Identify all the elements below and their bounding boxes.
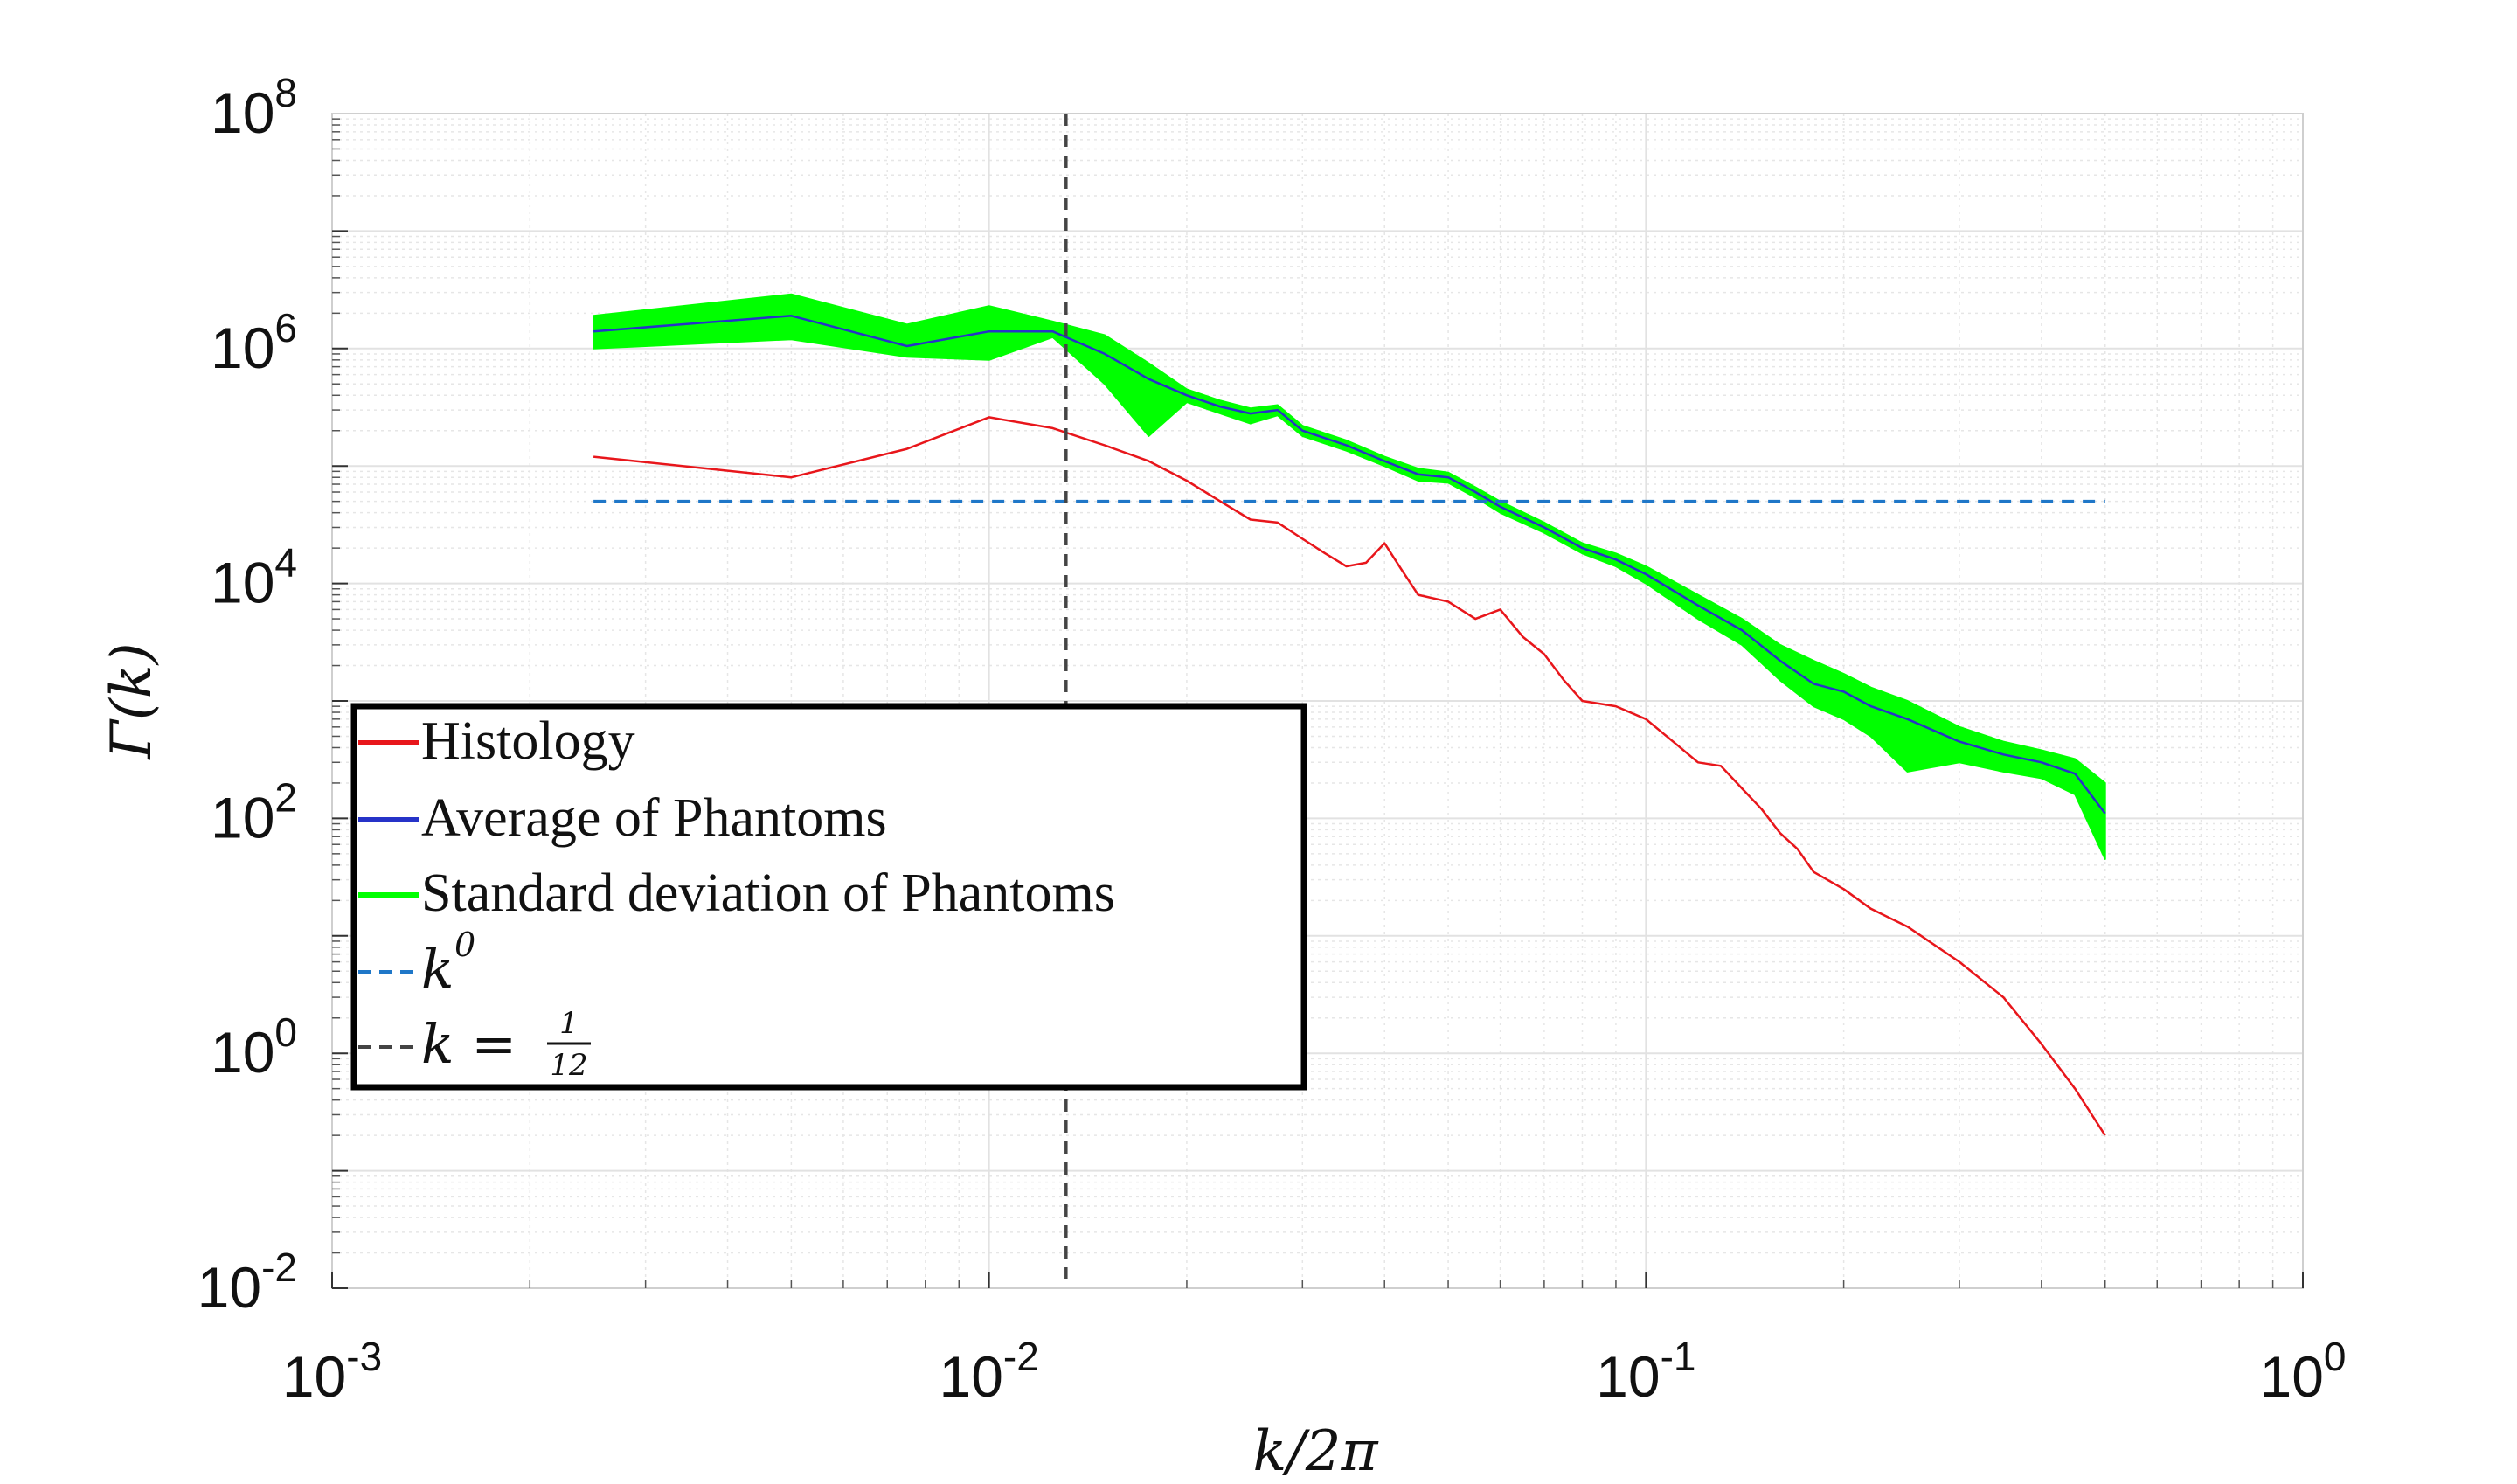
legend-label-histology: Histology	[421, 711, 635, 771]
legend-label-vertical: k =	[421, 1012, 517, 1076]
y-tick-label: 102	[211, 774, 297, 849]
legend: Histology Average of Phantoms Standard d…	[350, 703, 1307, 1091]
series-average-line	[593, 315, 2106, 815]
series-histology-line	[593, 416, 2106, 1136]
legend-frac-denominator: 12	[550, 1048, 587, 1083]
y-tick-label: 106	[211, 305, 297, 380]
y-tick-label: 104	[211, 540, 297, 615]
legend-frac-numerator: 1	[559, 1006, 579, 1041]
series-std-band	[593, 293, 2106, 860]
x-tick-label: 10-2	[940, 1334, 1039, 1409]
y-tick-label: 100	[211, 1009, 297, 1085]
legend-box	[350, 703, 1307, 1091]
series-layer	[593, 293, 2106, 1136]
y-tick-label: 108	[211, 70, 297, 145]
y-tick-labels: 10-2 100 102 104 106 108	[198, 70, 297, 1320]
x-tick-label: 10-3	[282, 1334, 382, 1409]
legend-label-average: Average of Phantoms	[421, 788, 887, 848]
x-axis-label: k/2π	[1252, 1419, 1378, 1484]
y-tick-label: 10-2	[198, 1245, 297, 1320]
y-axis-label: Γ(k)	[100, 642, 164, 759]
legend-label-k0-sup: 0	[454, 926, 475, 964]
legend-label-std: Standard deviation of Phantoms	[421, 863, 1115, 923]
axis-ticks	[331, 118, 2304, 1289]
legend-label-k0: k	[421, 937, 454, 1001]
x-tick-labels: 10-3 10-2 10-1 100	[282, 1334, 2347, 1409]
x-tick-label: 10-1	[1596, 1334, 1695, 1409]
reference-lines	[593, 114, 2105, 1288]
x-tick-label: 100	[2259, 1334, 2346, 1409]
